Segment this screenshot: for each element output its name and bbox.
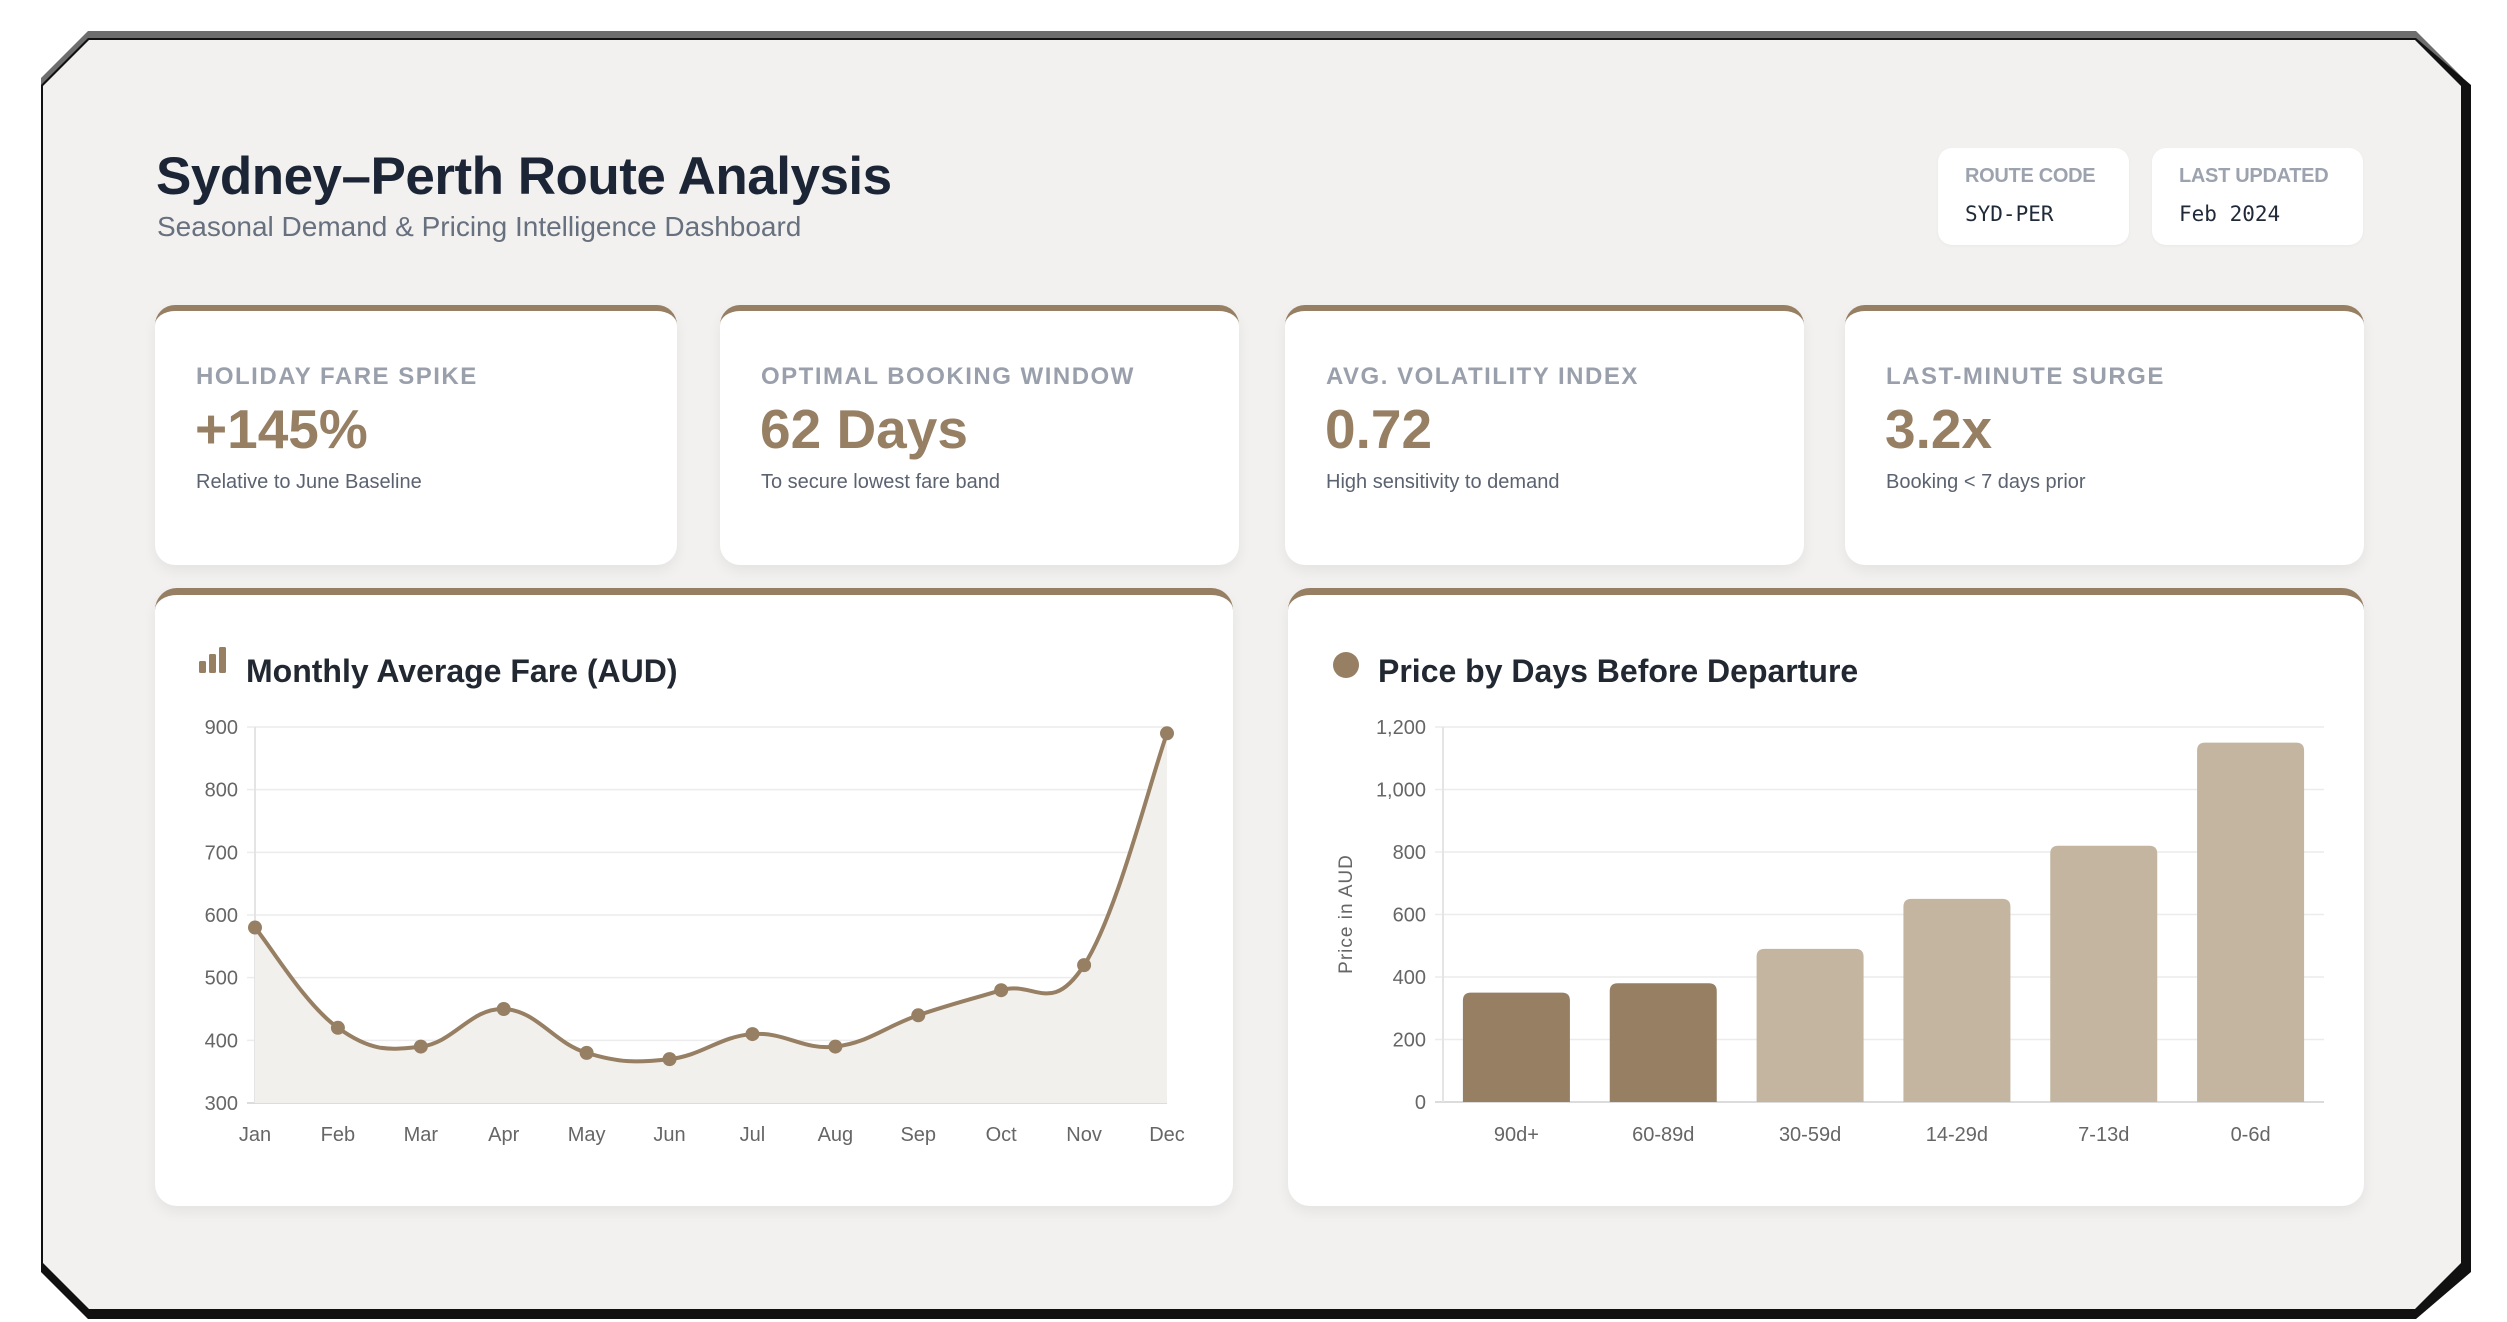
x-tick-label: Feb: [321, 1124, 355, 1146]
x-tick-label: Dec: [1149, 1124, 1185, 1146]
kpi-card-volatility-index: AVG. VOLATILITY INDEX 0.72 High sensitiv…: [1285, 305, 1804, 565]
x-tick-label: 7-13d: [2078, 1124, 2129, 1146]
data-point-may[interactable]: [579, 1045, 594, 1060]
y-axis-title: Price in AUD: [1336, 854, 1357, 974]
y-tick-label: 1,200: [1376, 717, 1426, 739]
route-code-value: SYD-PER: [1965, 202, 2054, 226]
page-title: Sydney–Perth Route Analysis: [156, 147, 892, 206]
x-tick-label: Apr: [488, 1124, 519, 1146]
x-tick-label: 30-59d: [1779, 1124, 1841, 1146]
kpi-card-optimal-booking-window: OPTIMAL BOOKING WINDOW 62 Days To secure…: [720, 305, 1239, 565]
days-chart-title: Price by Days Before Departure: [1378, 653, 1859, 689]
x-tick-label: 14-29d: [1926, 1124, 1988, 1146]
x-tick-label: 90d+: [1494, 1124, 1539, 1146]
kpi-card-last-minute-surge: LAST-MINUTE SURGE 3.2x Booking < 7 days …: [1845, 305, 2364, 565]
data-point-nov[interactable]: [1077, 958, 1092, 973]
x-tick-label: Jul: [740, 1124, 766, 1146]
y-tick-label: 0: [1415, 1092, 1426, 1114]
kpi-value: 3.2x: [1885, 398, 1993, 460]
data-point-sep[interactable]: [911, 1008, 926, 1023]
route-code-badge: ROUTE CODE SYD-PER: [1938, 148, 2129, 245]
kpi-label: HOLIDAY FARE SPIKE: [196, 363, 478, 390]
kpi-label: LAST-MINUTE SURGE: [1886, 363, 2165, 390]
dot-icon: [1333, 652, 1359, 678]
y-tick-label: 1,000: [1376, 780, 1426, 802]
bar-14-29d[interactable]: [1903, 898, 2011, 1102]
bar-30-59d[interactable]: [1756, 948, 1864, 1102]
y-tick-label: 600: [1393, 905, 1426, 927]
data-point-apr[interactable]: [496, 1002, 511, 1016]
x-tick-label: Aug: [818, 1124, 854, 1146]
monthly-fare-chart-title: Monthly Average Fare (AUD): [246, 653, 678, 689]
y-tick-label: 800: [1393, 842, 1426, 864]
y-tick-label: 500: [205, 968, 238, 990]
x-tick-label: 0-6d: [2231, 1124, 2271, 1146]
x-tick-label: Oct: [986, 1124, 1018, 1146]
x-tick-label: Jun: [653, 1124, 685, 1146]
y-tick-label: 700: [205, 842, 238, 864]
kpi-subtext: Booking < 7 days prior: [1886, 471, 2086, 493]
y-tick-label: 600: [205, 905, 238, 927]
kpi-value: 62 Days: [760, 398, 968, 460]
x-tick-label: May: [568, 1124, 606, 1146]
y-tick-label: 400: [205, 1030, 238, 1052]
data-point-jan[interactable]: [248, 920, 262, 935]
y-tick-label: 200: [1393, 1030, 1426, 1052]
data-point-jun[interactable]: [662, 1052, 677, 1067]
days-before-departure-bar-chart: 0 200 400 600 800 1,000 1,200 Price in AUD 90d+ 6…: [1336, 717, 2324, 1146]
kpi-label: AVG. VOLATILITY INDEX: [1326, 363, 1639, 390]
bar-60-89d[interactable]: [1609, 983, 1717, 1102]
bar-chart-icon: [199, 647, 226, 673]
x-tick-label: Nov: [1066, 1124, 1102, 1146]
x-tick-label: 60-89d: [1632, 1124, 1694, 1146]
y-tick-label: 900: [205, 717, 238, 739]
kpi-value: 0.72: [1325, 398, 1433, 460]
kpi-value: +145%: [195, 398, 368, 460]
kpi-card-holiday-fare-spike: HOLIDAY FARE SPIKE +145% Relative to Jun…: [155, 305, 677, 565]
route-code-label: ROUTE CODE: [1965, 165, 2096, 187]
data-point-mar[interactable]: [413, 1039, 428, 1054]
kpi-subtext: To secure lowest fare band: [761, 471, 1001, 493]
x-tick-label: Mar: [404, 1124, 439, 1146]
fare-line: [253, 732, 1169, 1064]
monthly-fare-chart-card: 300 400 500 600 700 800 900 Jan Feb Mar Apr May Jun J…: [155, 588, 1233, 1206]
y-tick-label: 400: [1393, 967, 1426, 989]
bar-90d+[interactable]: [1462, 992, 1570, 1102]
kpi-label: OPTIMAL BOOKING WINDOW: [761, 363, 1135, 390]
kpi-subtext: High sensitivity to demand: [1326, 471, 1560, 493]
page-subtitle: Seasonal Demand & Pricing Intelligence D…: [157, 211, 802, 242]
x-tick-label: Jan: [239, 1124, 271, 1146]
y-tick-label: 800: [205, 780, 238, 802]
data-point-oct[interactable]: [994, 983, 1009, 998]
bar-7-13d[interactable]: [2050, 845, 2158, 1102]
data-point-dec[interactable]: [1160, 726, 1174, 741]
kpi-subtext: Relative to June Baseline: [196, 471, 422, 493]
days-before-departure-chart-card: 0 200 400 600 800 1,000 1,200 Price in AUD 90d+ 6…: [1288, 588, 2364, 1206]
monthly-fare-line-chart: 300 400 500 600 700 800 900 Jan Feb Mar Apr May Jun J…: [205, 717, 1185, 1146]
data-point-jul[interactable]: [745, 1027, 760, 1042]
bar-0-6d[interactable]: [2197, 742, 2305, 1102]
data-point-aug[interactable]: [828, 1039, 843, 1054]
last-updated-value: Feb 2024: [2179, 202, 2281, 226]
data-point-feb[interactable]: [330, 1020, 345, 1035]
last-updated-badge: LAST UPDATED Feb 2024: [2152, 148, 2363, 245]
x-tick-label: Sep: [900, 1124, 936, 1146]
last-updated-label: LAST UPDATED: [2179, 165, 2329, 187]
y-tick-label: 300: [205, 1093, 238, 1115]
